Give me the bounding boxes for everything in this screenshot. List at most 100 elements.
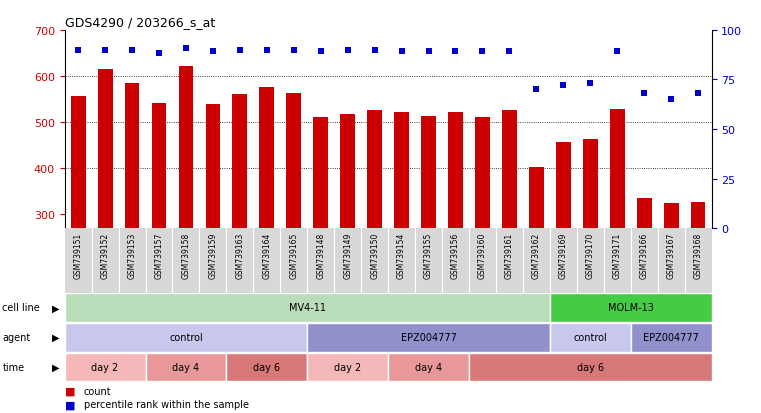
Bar — [469, 353, 712, 382]
Bar — [307, 323, 550, 352]
Point — [665, 97, 677, 103]
Text: day 6: day 6 — [253, 362, 280, 372]
Point — [638, 91, 650, 97]
Bar — [637, 199, 651, 229]
Text: GSM739163: GSM739163 — [235, 232, 244, 278]
Bar — [691, 202, 705, 229]
Bar — [448, 113, 463, 229]
Text: GDS4290 / 203266_s_at: GDS4290 / 203266_s_at — [65, 17, 215, 29]
Point — [234, 47, 246, 54]
Text: GSM739150: GSM739150 — [370, 232, 379, 278]
Text: MV4-11: MV4-11 — [288, 303, 326, 313]
Text: GSM739169: GSM739169 — [559, 232, 568, 278]
Point — [611, 49, 623, 56]
Bar — [65, 353, 145, 382]
Text: GSM739157: GSM739157 — [154, 232, 164, 278]
Text: day 2: day 2 — [334, 362, 361, 372]
Text: GSM739167: GSM739167 — [667, 232, 676, 278]
Bar — [260, 88, 274, 229]
Point — [476, 49, 489, 56]
Bar — [388, 353, 469, 382]
Text: control: control — [169, 332, 203, 342]
Bar — [314, 117, 328, 229]
Point — [180, 45, 192, 52]
Bar — [205, 104, 221, 229]
Text: GSM739170: GSM739170 — [586, 232, 595, 278]
Bar — [125, 83, 139, 229]
Text: GSM739164: GSM739164 — [263, 232, 272, 278]
Text: ■: ■ — [65, 386, 75, 396]
Bar — [179, 66, 193, 229]
Text: day 6: day 6 — [577, 362, 603, 372]
Bar — [307, 353, 388, 382]
Point — [396, 49, 408, 56]
Bar — [550, 323, 631, 352]
Point — [450, 49, 462, 56]
Text: GSM739166: GSM739166 — [640, 232, 648, 278]
Text: GSM739148: GSM739148 — [317, 232, 325, 278]
Text: GSM739160: GSM739160 — [478, 232, 487, 278]
Point — [72, 47, 84, 54]
Bar — [610, 110, 625, 229]
Text: EPZ004777: EPZ004777 — [400, 332, 457, 342]
Bar — [631, 323, 712, 352]
Point — [288, 47, 300, 54]
Bar — [340, 114, 355, 229]
Point — [314, 49, 326, 56]
Bar — [664, 204, 679, 229]
Bar — [556, 143, 571, 229]
Bar — [65, 293, 550, 322]
Point — [692, 91, 704, 97]
Text: percentile rank within the sample: percentile rank within the sample — [84, 399, 249, 409]
Text: GSM739161: GSM739161 — [505, 232, 514, 278]
Point — [99, 47, 111, 54]
Point — [261, 47, 273, 54]
Bar — [368, 110, 382, 229]
Text: day 4: day 4 — [173, 362, 199, 372]
Text: GSM739168: GSM739168 — [693, 232, 702, 278]
Text: day 4: day 4 — [415, 362, 442, 372]
Bar — [145, 353, 227, 382]
Point — [342, 47, 354, 54]
Text: GSM739162: GSM739162 — [532, 232, 541, 278]
Text: GSM739152: GSM739152 — [100, 232, 110, 278]
Text: GSM739153: GSM739153 — [128, 232, 136, 278]
Text: day 2: day 2 — [91, 362, 119, 372]
Text: ▶: ▶ — [52, 332, 59, 342]
Bar — [97, 70, 113, 229]
Text: GSM739155: GSM739155 — [424, 232, 433, 278]
Bar — [529, 168, 544, 229]
Text: EPZ004777: EPZ004777 — [643, 332, 699, 342]
Bar — [151, 103, 167, 229]
Point — [207, 49, 219, 56]
Point — [153, 51, 165, 58]
Point — [422, 49, 435, 56]
Text: control: control — [573, 332, 607, 342]
Bar — [583, 139, 597, 229]
Bar — [394, 113, 409, 229]
Text: GSM739159: GSM739159 — [209, 232, 218, 278]
Text: GSM739171: GSM739171 — [613, 232, 622, 278]
Bar — [227, 353, 307, 382]
Bar — [286, 94, 301, 229]
Text: GSM739156: GSM739156 — [451, 232, 460, 278]
Bar — [71, 97, 85, 229]
Point — [368, 47, 380, 54]
Text: GSM739149: GSM739149 — [343, 232, 352, 278]
Text: GSM739151: GSM739151 — [74, 232, 83, 278]
Text: time: time — [2, 362, 24, 372]
Text: cell line: cell line — [2, 303, 40, 313]
Text: GSM739154: GSM739154 — [397, 232, 406, 278]
Text: MOLM-13: MOLM-13 — [608, 303, 654, 313]
Text: ■: ■ — [65, 399, 75, 409]
Text: agent: agent — [2, 332, 30, 342]
Point — [530, 87, 543, 93]
Bar — [232, 95, 247, 229]
Text: ▶: ▶ — [52, 362, 59, 372]
Bar — [550, 293, 712, 322]
Text: ▶: ▶ — [52, 303, 59, 313]
Text: GSM739165: GSM739165 — [289, 232, 298, 278]
Bar — [475, 118, 490, 229]
Bar — [421, 116, 436, 229]
Bar — [502, 110, 517, 229]
